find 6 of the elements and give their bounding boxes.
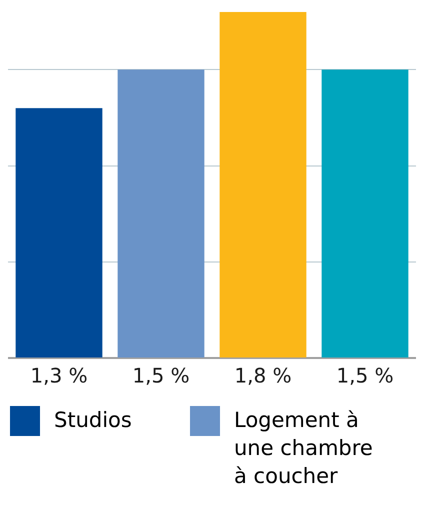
data-label: 1,3 % — [30, 364, 88, 388]
data-label: 1,5 % — [336, 364, 394, 388]
data-label: 1,8 % — [234, 364, 292, 388]
text: Logement à une chambre à coucher — [234, 407, 374, 490]
data-label: 1,5 % — [132, 364, 190, 388]
text: Studios — [54, 407, 133, 434]
